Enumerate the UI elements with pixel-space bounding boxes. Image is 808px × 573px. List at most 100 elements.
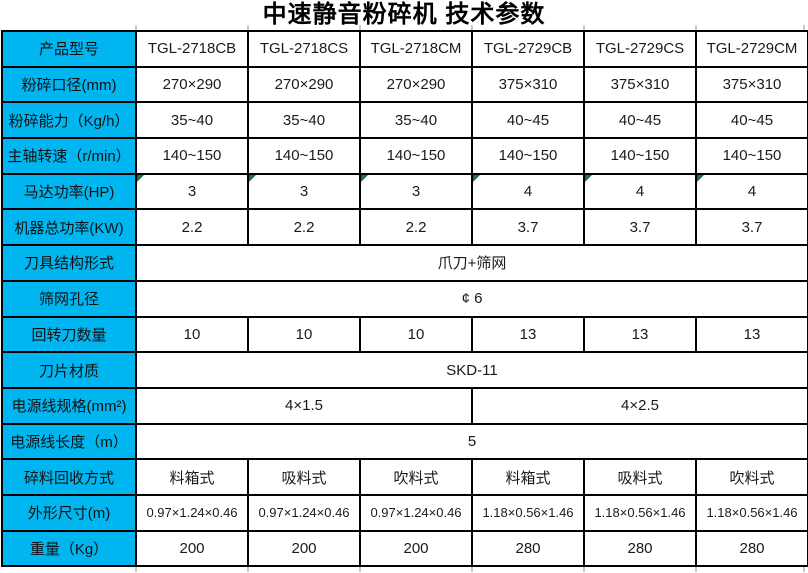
cell-value: 375×310 xyxy=(722,76,782,94)
row-label: 筛网孔径 xyxy=(1,279,137,318)
cell: 1.18×0.56×1.46 xyxy=(471,493,585,532)
page-title: 中速静音粉碎机 技术参数 xyxy=(262,1,546,28)
gridline-stub xyxy=(695,25,697,30)
cell-value: 1.18×0.56×1.46 xyxy=(482,505,574,521)
cell: 40~45 xyxy=(695,101,808,140)
cell-value: 270×290 xyxy=(274,76,334,94)
cell: 4 xyxy=(583,172,697,211)
row-label: 回转刀数量 xyxy=(1,315,137,354)
gridline-stub xyxy=(471,25,473,30)
cell: 35~40 xyxy=(247,101,361,140)
gridline-stub xyxy=(583,567,585,572)
cell: 280 xyxy=(471,529,585,568)
cell-value: 4×2.5 xyxy=(621,397,659,415)
table-row: 粉碎能力（Kg/h） 35~40 35~40 35~40 40~45 40~45 40~45 xyxy=(1,101,808,140)
table-row: 主轴转速（r/min） 140~150 140~150 140~150 140~150 1… xyxy=(1,137,808,175)
cell: 375×310 xyxy=(695,65,808,104)
cell-value: 35~40 xyxy=(394,111,438,129)
cell-value: 1.18×0.56×1.46 xyxy=(706,505,798,521)
cell-value: 200 xyxy=(403,539,429,557)
cell: 1.18×0.56×1.46 xyxy=(583,493,697,532)
cell: 35~40 xyxy=(359,101,473,140)
cell-value: TGL-2729CS xyxy=(595,40,685,58)
row-label: 主轴转速（r/min） xyxy=(1,137,137,175)
cell: 13 xyxy=(471,315,585,354)
cell: 140~150 xyxy=(695,137,808,175)
cell: 5 xyxy=(135,422,808,461)
cell: 2.2 xyxy=(359,208,473,247)
cell-value: 280 xyxy=(739,539,765,557)
cell: 280 xyxy=(583,529,697,568)
cell-value: 35~40 xyxy=(282,111,326,129)
row-label: 粉碎口径(mm) xyxy=(1,65,137,104)
cell: 1.18×0.56×1.46 xyxy=(695,493,808,532)
cell: 3.7 xyxy=(583,208,697,247)
cell: TGL-2718CS xyxy=(247,30,361,68)
cell-value: 270×290 xyxy=(162,76,222,94)
cell-value: 140~150 xyxy=(722,147,782,165)
corner-marker-icon xyxy=(474,175,480,182)
cell-value: 140~150 xyxy=(386,147,446,165)
cell: 140~150 xyxy=(583,137,697,175)
table-row: 刀片材质 SKD-11 xyxy=(1,351,808,389)
cell-value: 0.97×1.24×0.46 xyxy=(146,505,238,521)
cell: SKD-11 xyxy=(135,351,808,389)
table-row: 碎料回收方式 料箱式 吸料式 吹料式 料箱式 吸料式 吹料式 xyxy=(1,458,808,496)
cell: 料箱式 xyxy=(471,458,585,496)
cell-value: 4 xyxy=(523,183,533,201)
cell: 375×310 xyxy=(471,65,585,104)
cell: 140~150 xyxy=(471,137,585,175)
gridline-stub xyxy=(803,567,805,572)
cell: TGL-2729CM xyxy=(695,30,808,68)
cell: 270×290 xyxy=(359,65,473,104)
cell: 270×290 xyxy=(247,65,361,104)
row-label: 重量（Kg） xyxy=(1,529,137,568)
cell-value: 3 xyxy=(299,183,309,201)
cell: 0.97×1.24×0.46 xyxy=(359,493,473,532)
cell: 吹料式 xyxy=(359,458,473,496)
table-row: 马达功率(HP) 3 3 3 4 4 4 xyxy=(1,172,808,211)
cell-value: 2.2 xyxy=(293,218,315,236)
cell-value: 140~150 xyxy=(498,147,558,165)
row-label: 电源线长度（m） xyxy=(1,422,137,461)
cell: 40~45 xyxy=(583,101,697,140)
row-label: 机器总功率(KW) xyxy=(1,208,137,247)
cell: 10 xyxy=(247,315,361,354)
cell-value: TGL-2718CB xyxy=(147,40,237,58)
cell-value: 40~45 xyxy=(506,111,550,129)
cell: 0.97×1.24×0.46 xyxy=(135,493,249,532)
row-label: 粉碎能力（Kg/h） xyxy=(1,101,137,140)
cell: 吸料式 xyxy=(583,458,697,496)
corner-marker-icon xyxy=(138,175,144,182)
cell-value: 3 xyxy=(187,183,197,201)
cell: 140~150 xyxy=(135,137,249,175)
cell-value: 2.2 xyxy=(405,218,427,236)
row-label: 马达功率(HP) xyxy=(1,172,137,211)
cell-value: 2.2 xyxy=(181,218,203,236)
cell: 4×1.5 xyxy=(135,386,473,425)
row-label: 刀片材质 xyxy=(1,351,137,389)
cell: 3 xyxy=(135,172,249,211)
cell-value: 40~45 xyxy=(618,111,662,129)
cell: 4×2.5 xyxy=(471,386,808,425)
gridline-stub xyxy=(803,25,805,30)
gridline-stub xyxy=(471,567,473,572)
gridline-stub xyxy=(135,25,137,30)
cell: 0.97×1.24×0.46 xyxy=(247,493,361,532)
gridline-stub xyxy=(359,567,361,572)
cell: ¢ 6 xyxy=(135,279,808,318)
cell-value: 13 xyxy=(743,325,761,343)
cell-value: TGL-2729CM xyxy=(706,40,798,58)
gridline-stub xyxy=(135,567,137,572)
cell-value: 4 xyxy=(635,183,645,201)
cell-value: TGL-2718CM xyxy=(370,40,462,58)
cell-value: 4×1.5 xyxy=(285,397,323,415)
cell-value: 0.97×1.24×0.46 xyxy=(370,505,462,521)
row-label: 外形尺寸(m) xyxy=(1,493,137,532)
cell: 140~150 xyxy=(247,137,361,175)
cell-value: 375×310 xyxy=(610,76,670,94)
cell-value: 280 xyxy=(627,539,653,557)
cell: 200 xyxy=(359,529,473,568)
row-label: 电源线规格(mm²) xyxy=(1,386,137,425)
corner-marker-icon xyxy=(362,175,368,182)
